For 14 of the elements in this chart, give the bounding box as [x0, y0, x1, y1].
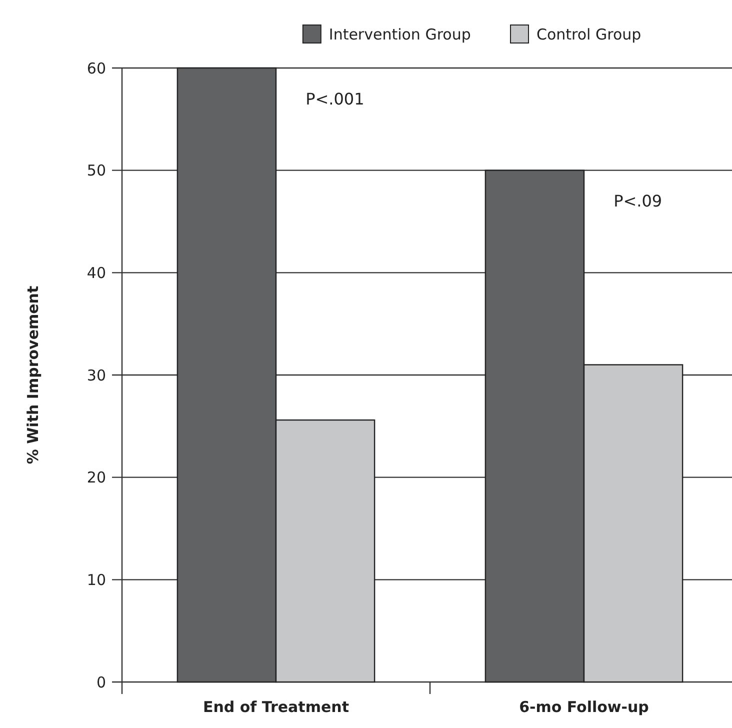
x-tick-label: 6-mo Follow-up	[519, 698, 650, 716]
y-tick-label: 40	[86, 264, 106, 282]
annotation: P<.09	[614, 192, 662, 211]
y-tick-label: 30	[86, 366, 106, 384]
y-tick-label: 50	[86, 162, 106, 180]
y-tick-label: 0	[96, 673, 106, 692]
y-tick-label: 10	[86, 570, 106, 589]
y-tick-label: 20	[86, 468, 106, 487]
y-axis-title: % With Improvement	[24, 286, 42, 464]
legend-label: Control Group	[536, 25, 642, 44]
legend-label: Intervention Group	[328, 25, 471, 44]
x-tick-label: End of Treatment	[202, 698, 350, 716]
y-tick-label: 60	[86, 59, 106, 78]
annotation: P<.001	[306, 89, 364, 108]
